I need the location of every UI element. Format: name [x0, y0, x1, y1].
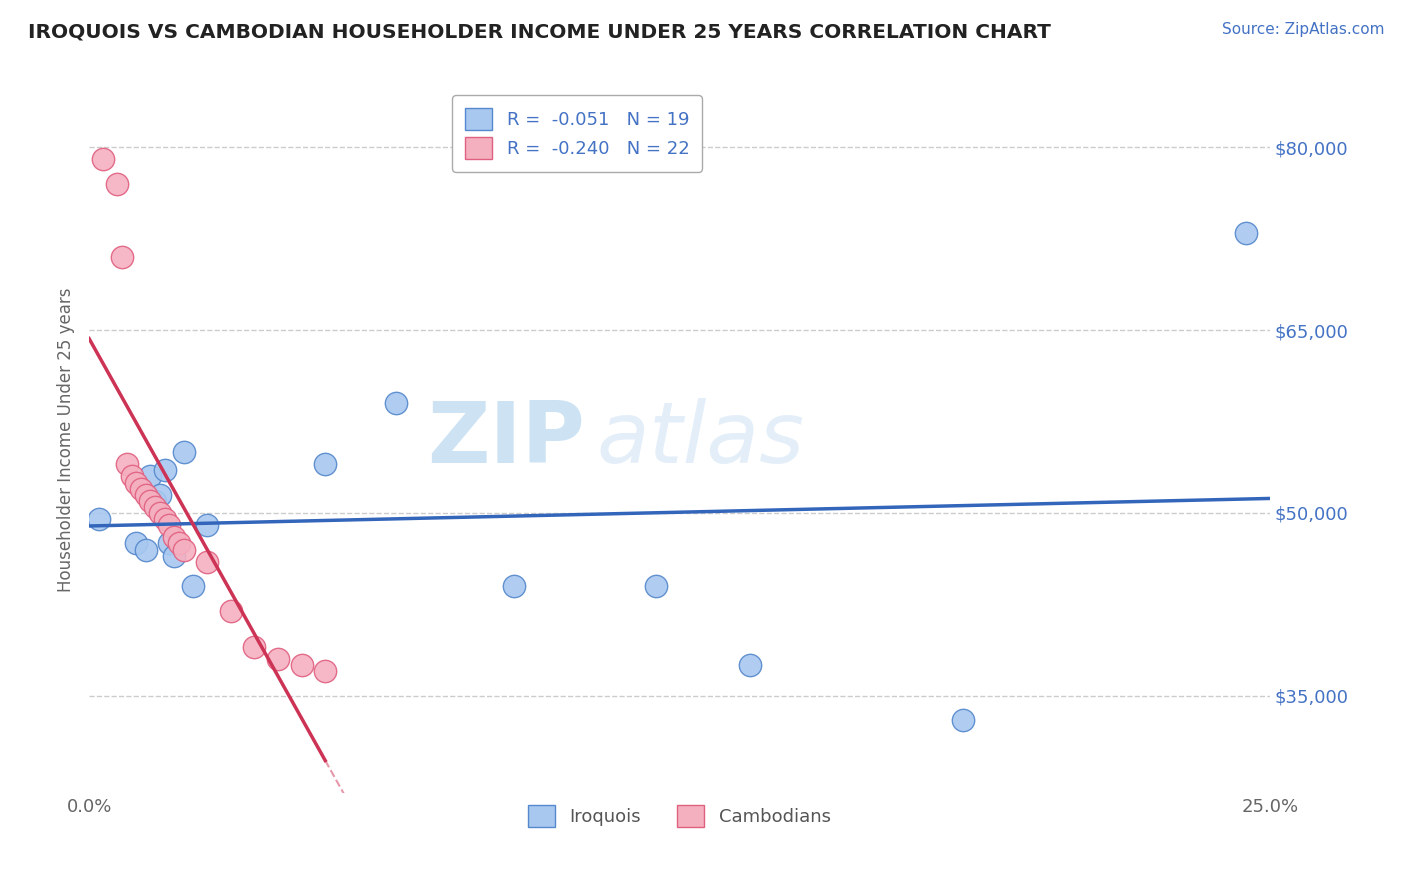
Point [167, 536, 190, 550]
Point [314, 665, 336, 679]
Text: atlas: atlas [598, 399, 804, 482]
Point [1234, 226, 1257, 240]
Legend: Iroquois, Cambodians: Iroquois, Cambodians [520, 797, 838, 834]
Point [740, 658, 762, 673]
Point [143, 493, 166, 508]
Point [153, 512, 176, 526]
Point [219, 603, 242, 617]
Point [139, 493, 162, 508]
Point [135, 542, 157, 557]
Text: IROQUOIS VS CAMBODIAN HOUSEHOLDER INCOME UNDER 25 YEARS CORRELATION CHART: IROQUOIS VS CAMBODIAN HOUSEHOLDER INCOME… [28, 22, 1052, 41]
Point [121, 469, 143, 483]
Point [149, 506, 172, 520]
Point [385, 396, 408, 410]
Point [163, 530, 186, 544]
Point [143, 500, 166, 514]
Point [503, 579, 526, 593]
Point [107, 177, 129, 191]
Point [153, 463, 176, 477]
Point [111, 250, 134, 264]
Point [291, 658, 314, 673]
Point [135, 488, 157, 502]
Point [173, 542, 195, 557]
Point [115, 457, 138, 471]
Point [91, 153, 114, 167]
Text: ZIP: ZIP [427, 399, 585, 482]
Point [314, 457, 336, 471]
Point [149, 488, 172, 502]
Point [181, 579, 204, 593]
Point [157, 518, 180, 533]
Point [267, 652, 290, 666]
Point [125, 475, 148, 490]
Point [195, 518, 218, 533]
Point [139, 469, 162, 483]
Y-axis label: Householder Income Under 25 years: Householder Income Under 25 years [58, 287, 75, 592]
Point [644, 579, 666, 593]
Point [129, 482, 152, 496]
Point [157, 536, 180, 550]
Point [952, 713, 974, 727]
Point [87, 512, 110, 526]
Text: Source: ZipAtlas.com: Source: ZipAtlas.com [1222, 22, 1385, 37]
Point [163, 549, 186, 563]
Point [195, 555, 218, 569]
Point [243, 640, 266, 654]
Point [173, 445, 195, 459]
Point [125, 536, 148, 550]
